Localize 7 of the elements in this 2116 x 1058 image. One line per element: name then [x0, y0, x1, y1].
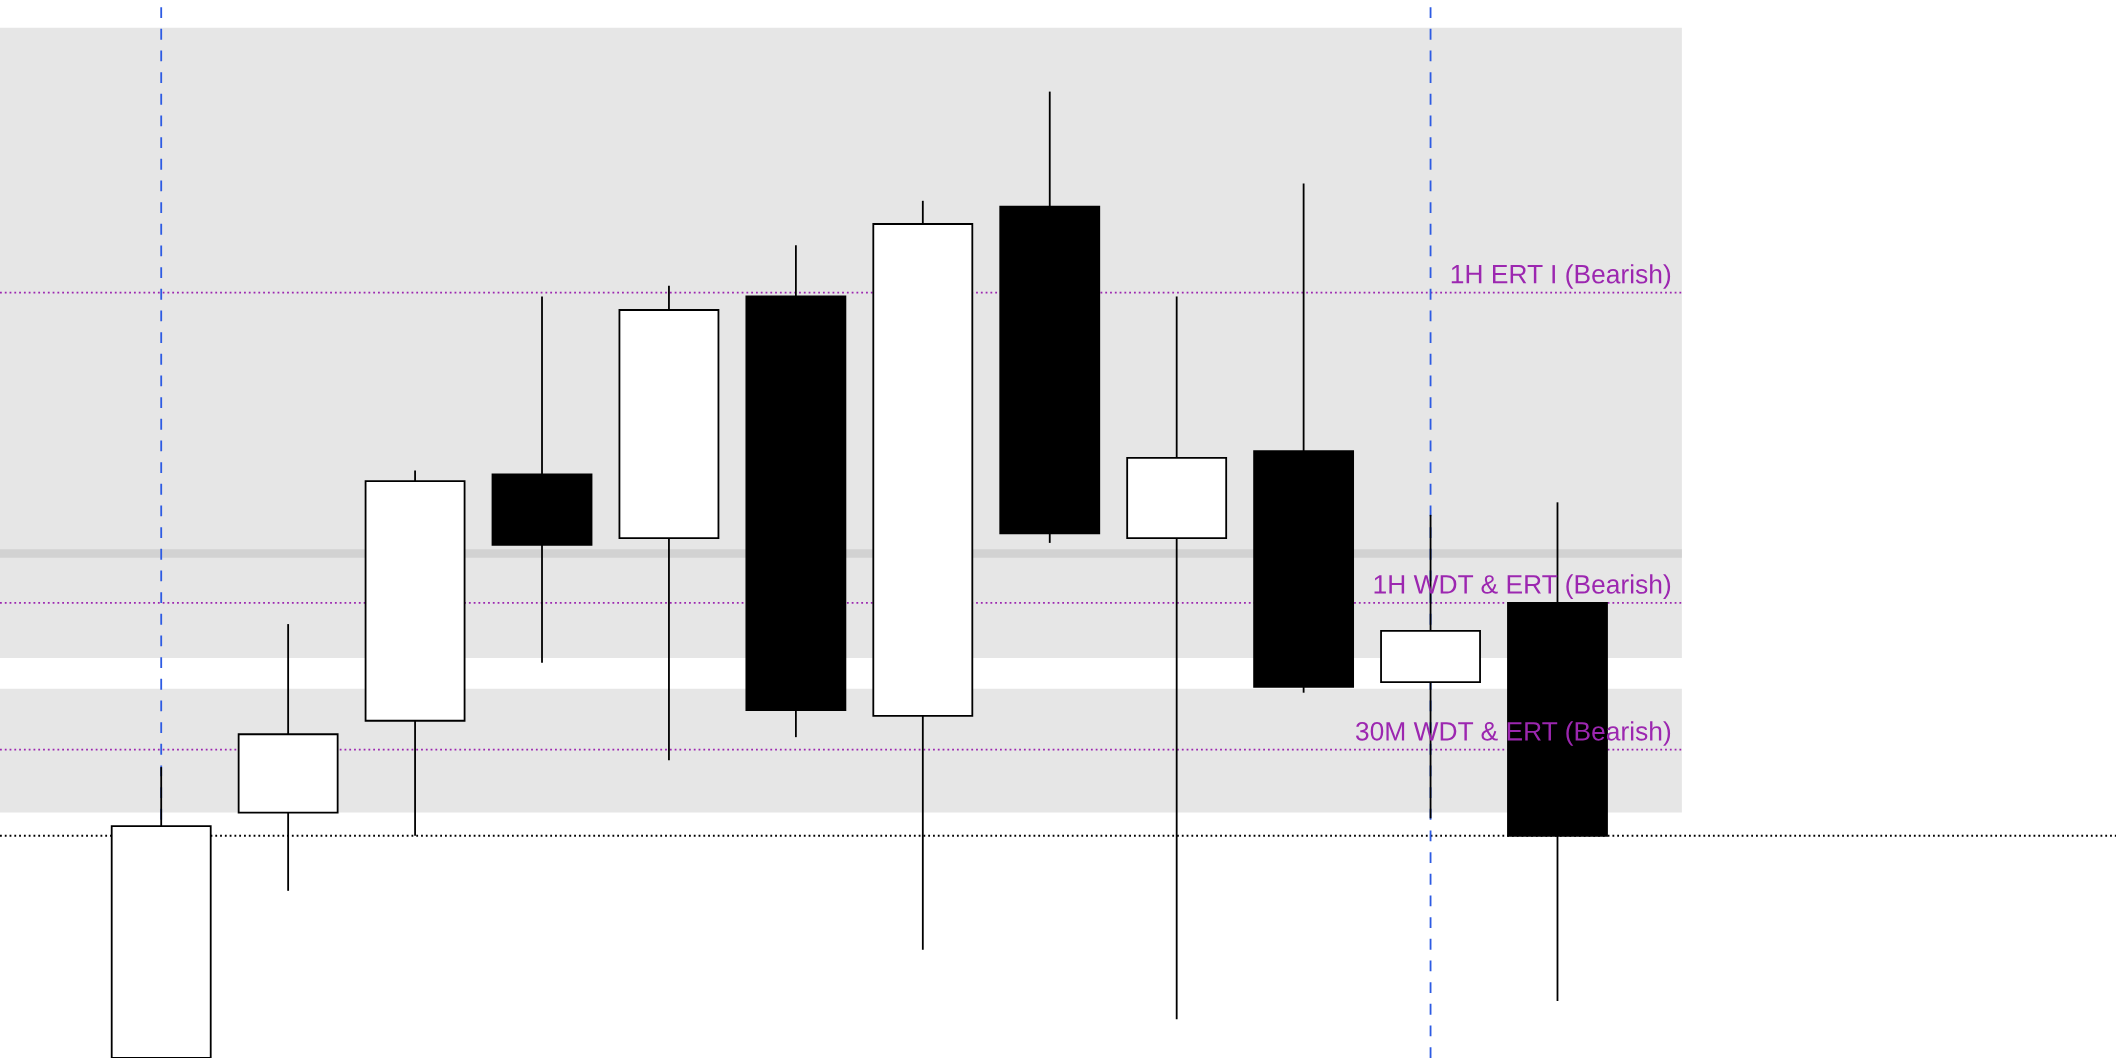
candlestick: [745, 244, 847, 739]
candlestick: [491, 295, 593, 664]
ref-line-label: 1H ERT I (Bearish): [1451, 264, 1671, 289]
candlestick: [237, 623, 339, 892]
candlestick: [1253, 182, 1355, 694]
candlestick: [999, 90, 1101, 544]
candlestick: [618, 284, 720, 762]
